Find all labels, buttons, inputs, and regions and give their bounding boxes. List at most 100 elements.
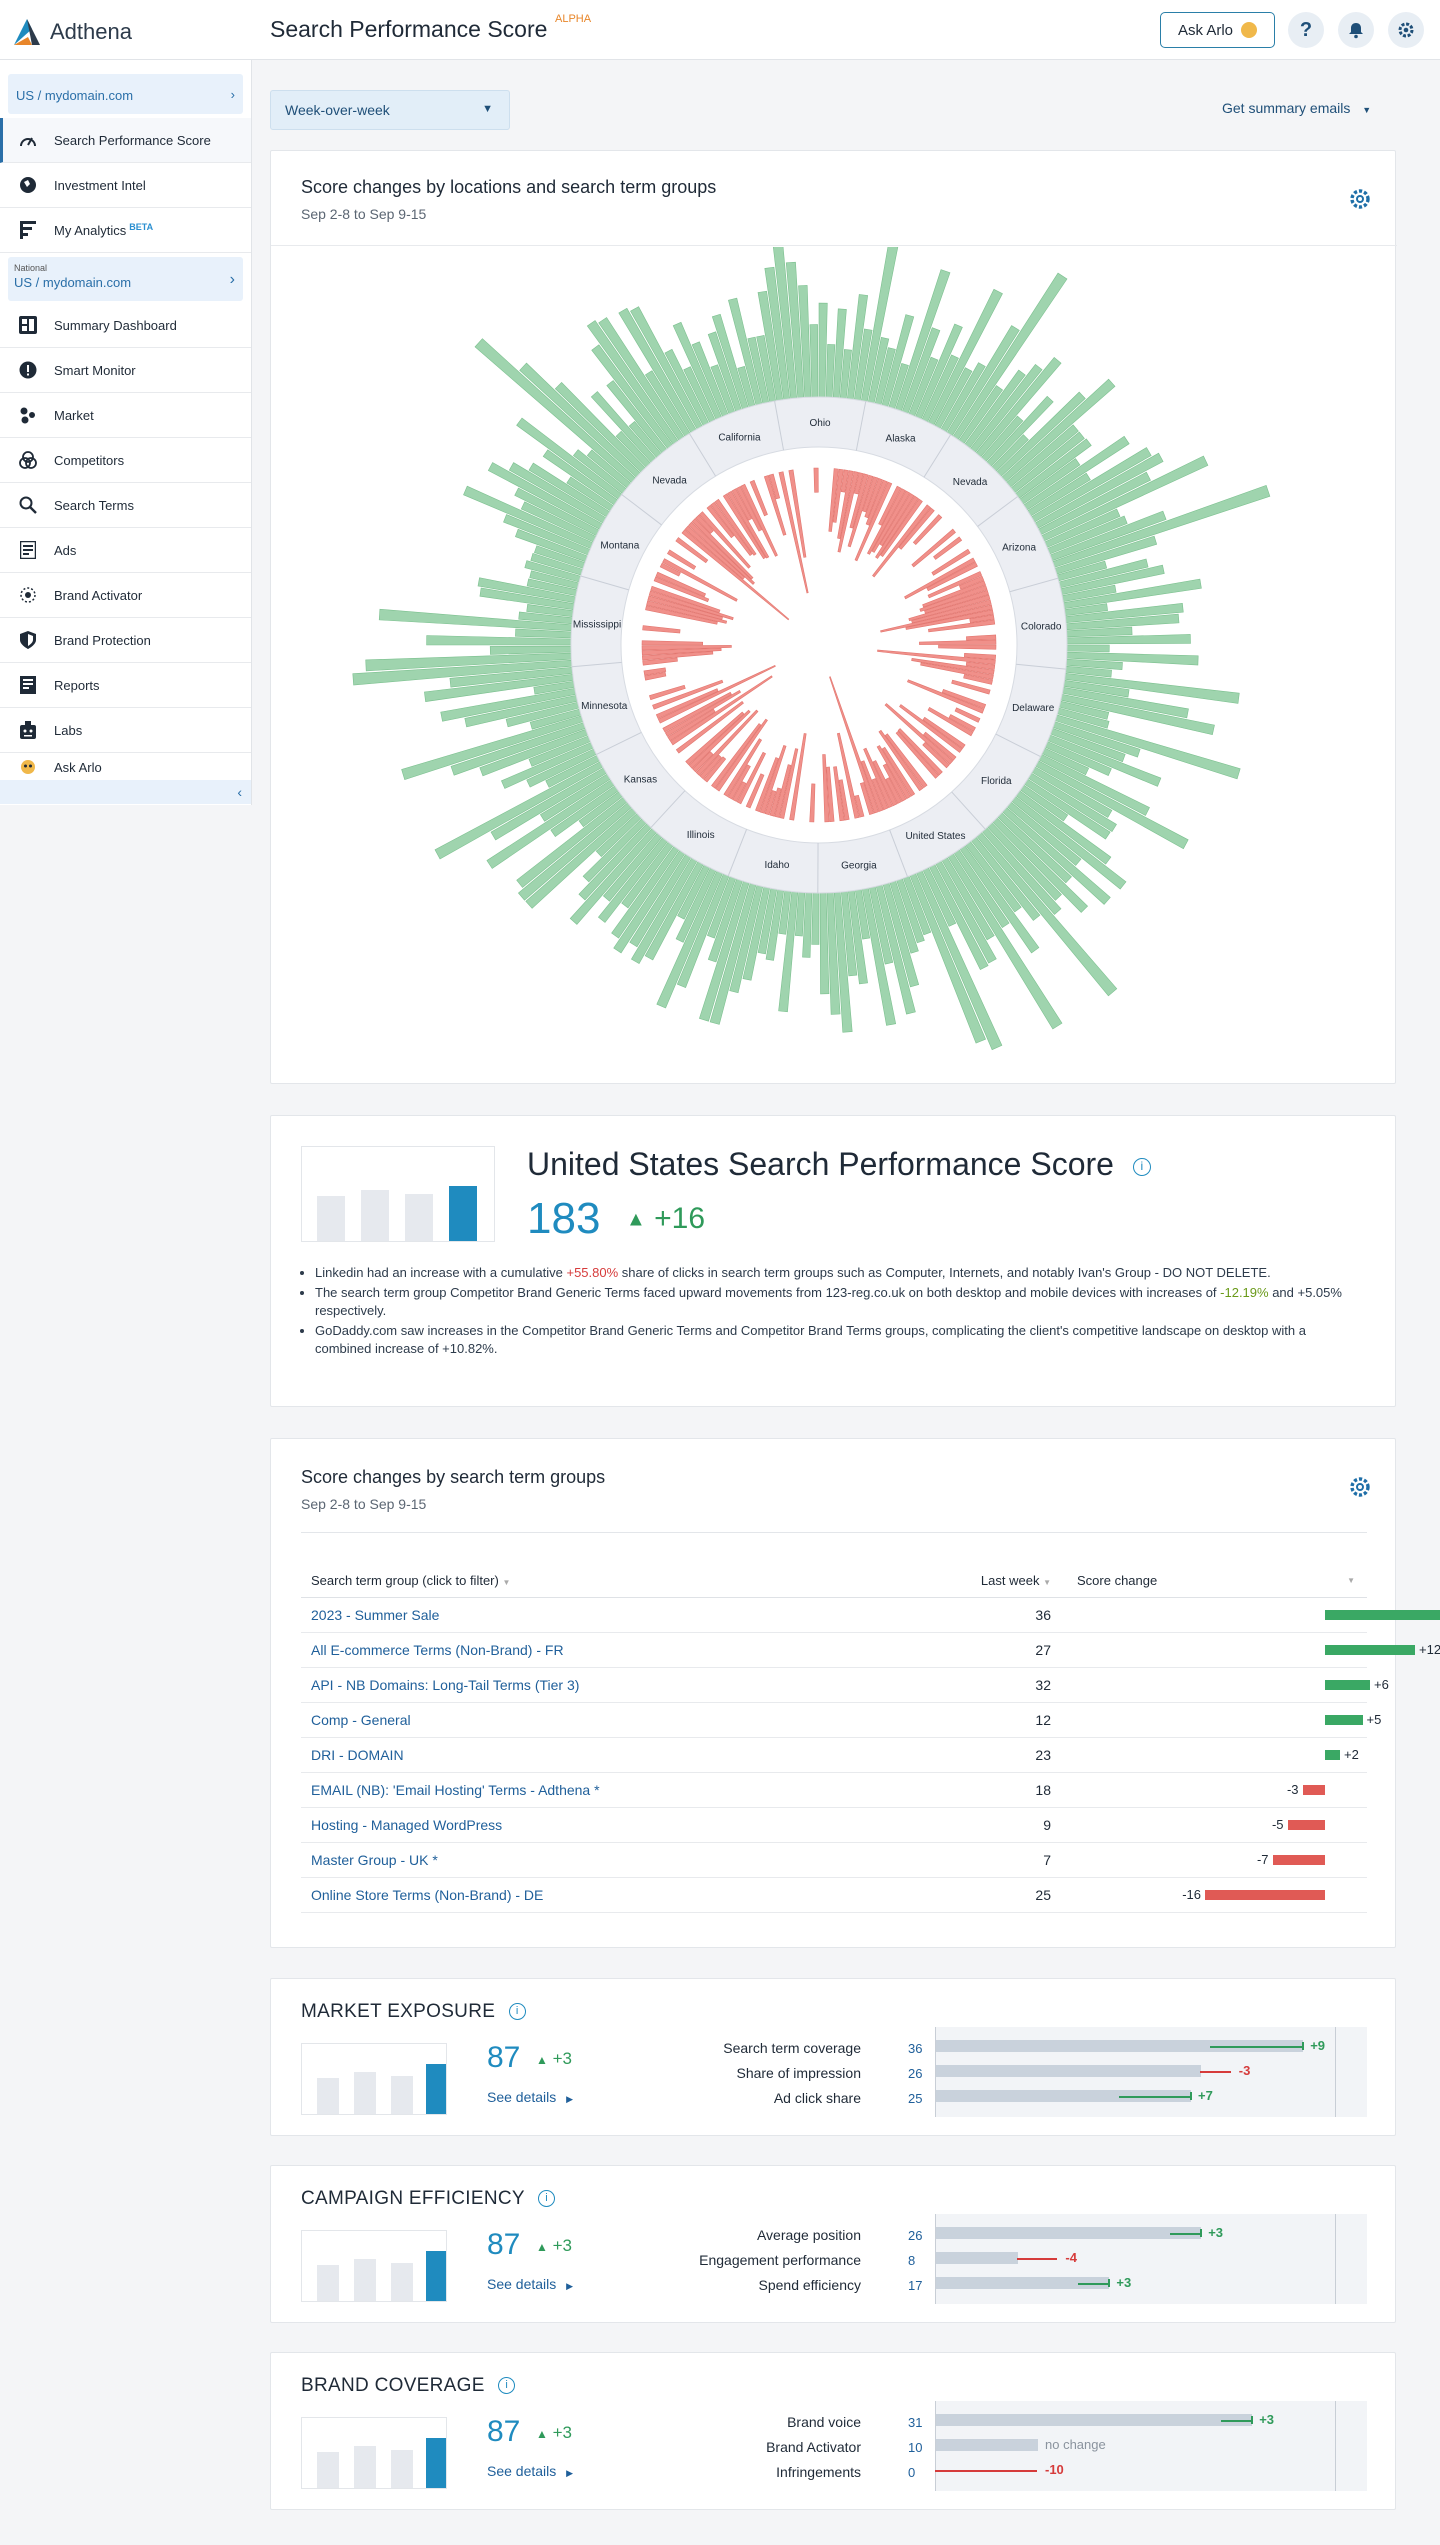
location-label[interactable]: Illinois [687,830,715,841]
help-icon[interactable]: ? [1288,12,1324,48]
ring-divider [923,434,951,478]
groups-card-title: Score changes by search term groups [301,1467,606,1487]
insight-highlight: +55.80% [566,1265,619,1280]
radial-red-bar [641,647,722,656]
sidebar-item-labs[interactable]: Labs [0,708,251,753]
sidebar-item-brand-activator[interactable]: Brand Activator [0,573,251,618]
group-name-link[interactable]: 2023 - Summer Sale [311,1607,440,1623]
sps-mini-bar-chart [301,1146,495,1242]
location-label[interactable]: Georgia [841,860,877,871]
col-header-group[interactable]: Search term group (click to filter) ▼ [301,1573,941,1588]
radial-red-bar [880,604,993,633]
group-name-link[interactable]: Online Store Terms (Non-Brand) - DE [311,1887,544,1903]
sidebar-collapse-button[interactable]: ‹ [0,780,251,804]
location-label[interactable]: Montana [600,541,639,552]
group-name-link[interactable]: Master Group - UK * [311,1852,438,1868]
ring-divider [621,494,662,526]
radial-red-bar [958,575,985,590]
see-details-link[interactable]: See details ▶ [487,2463,573,2479]
sidebar: US / mydomain.com › Search Performance S… [0,60,252,805]
info-icon[interactable]: i [508,2003,526,2021]
info-icon[interactable]: i [538,2190,556,2208]
sidebar-item-investment-intel[interactable]: Investment Intel [0,163,251,208]
location-label[interactable]: Minnesota [581,701,628,712]
summary-emails-button[interactable]: Get summary emails ▼ [1222,100,1371,116]
location-label[interactable]: Delaware [1012,703,1055,714]
sps-title: United States Search Performance Score i [527,1146,1151,1183]
brand-logo[interactable]: Adthena [10,15,132,49]
col-header-score-change[interactable]: Score change ▼ [1061,1564,1367,1597]
sidebar-item-reports[interactable]: Reports [0,663,251,708]
group-name-link[interactable]: Hosting - Managed WordPress [311,1817,503,1833]
sidebar-item-my-analytics[interactable]: My Analytics BETA [0,208,251,253]
sidebar-item-ask-arlo[interactable]: Ask Arlo [0,753,251,781]
metric-delta-value: +3 [552,2236,573,2255]
ask-arlo-button[interactable]: Ask Arlo [1160,12,1275,48]
location-label[interactable]: California [718,433,761,444]
see-details-link[interactable]: See details ▶ [487,2276,573,2292]
table-row[interactable]: Master Group - UK * 7 -7 [301,1843,1367,1878]
sidebar-item-ads[interactable]: Ads [0,528,251,573]
group-name-link[interactable]: DRI - DOMAIN [311,1747,404,1763]
metric-row-label: Ad click share [773,2090,861,2106]
metric-change-label: +7 [1198,2088,1213,2103]
table-row[interactable]: API - NB Domains: Long-Tail Terms (Tier … [301,1668,1389,1703]
sidebar-item-smart-monitor[interactable]: Smart Monitor [0,348,251,393]
location-label[interactable]: Mississippi [573,619,621,630]
metric-axis-line [935,2401,936,2491]
radial-red-bar [880,498,923,558]
location-label[interactable]: Nevada [652,475,687,486]
ring-divider [580,575,629,591]
radial-red-bar [695,514,714,534]
info-icon[interactable]: i [1132,1157,1151,1176]
radial-red-bar [840,469,849,493]
radial-red-bar [691,518,754,580]
metric-mini-bar-chart [301,2230,447,2302]
location-ring [571,397,1067,893]
groups-settings-gear-icon[interactable] [1348,1475,1372,1499]
radial-settings-gear-icon[interactable] [1348,187,1372,211]
metric-row-value: 26 [908,2228,923,2243]
group-name-link[interactable]: EMAIL (NB): 'Email Hosting' Terms - Adth… [311,1782,600,1798]
sidebar-item-summary-dashboard[interactable]: Summary Dashboard [0,303,251,348]
table-row[interactable]: Hosting - Managed WordPress 9 -5 [301,1808,1367,1843]
sidebar-item-search-performance-score[interactable]: Search Performance Score [0,118,251,163]
see-details-link[interactable]: See details ▶ [487,2089,573,2105]
table-row[interactable]: All E-commerce Terms (Non-Brand) - FR 27 +… [301,1633,1440,1668]
notifications-bell-icon[interactable] [1338,12,1374,48]
radial-red-bar [706,504,735,539]
location-label[interactable]: Idaho [764,860,789,871]
sidebar-item-label: Search Performance Score [54,132,211,148]
col-header-change-label: Score change [1077,1573,1158,1588]
group-name-link[interactable]: API - NB Domains: Long-Tail Terms (Tier … [311,1677,580,1693]
table-row[interactable]: 2023 - Summer Sale 36 +16 [301,1598,1440,1633]
sps-delta: ▲ +16 [626,1202,705,1236]
period-dropdown[interactable]: Week-over-week ▼ [270,90,510,130]
radial-red-bar [745,773,765,809]
group-name-link[interactable]: Comp - General [311,1712,411,1728]
sidebar-item-brand-protection[interactable]: Brand Protection [0,618,251,663]
location-label[interactable]: Arizona [1002,543,1036,554]
location-label[interactable]: Florida [981,776,1012,787]
radial-red-bar [774,764,792,818]
group-name-link[interactable]: All E-commerce Terms (Non-Brand) - FR [311,1642,564,1658]
location-label[interactable]: Nevada [953,477,988,488]
ring-divider [596,731,642,755]
location-label[interactable]: Colorado [1021,621,1062,632]
col-header-last-week[interactable]: Last week ▼ [941,1573,1061,1588]
table-row[interactable]: Online Store Terms (Non-Brand) - DE 25 -16 [301,1878,1367,1913]
info-icon[interactable]: i [498,2377,516,2395]
sidebar-item-competitors[interactable]: Competitors [0,438,251,483]
location-label[interactable]: United States [905,831,965,842]
table-row[interactable]: Comp - General 12 +5 [301,1703,1381,1738]
table-row[interactable]: EMAIL (NB): 'Email Hosting' Terms - Adth… [301,1773,1367,1808]
settings-gear-icon[interactable] [1388,12,1424,48]
national-domain-selector[interactable]: National US / mydomain.com › [8,257,243,301]
location-label[interactable]: Kansas [624,775,657,786]
location-label[interactable]: Alaska [886,433,916,444]
location-label[interactable]: Ohio [810,418,832,429]
domain-selector[interactable]: US / mydomain.com › [8,74,243,114]
sidebar-item-market[interactable]: Market [0,393,251,438]
table-row[interactable]: DRI - DOMAIN 23 +2 [301,1738,1367,1773]
sidebar-item-search-terms[interactable]: Search Terms [0,483,251,528]
